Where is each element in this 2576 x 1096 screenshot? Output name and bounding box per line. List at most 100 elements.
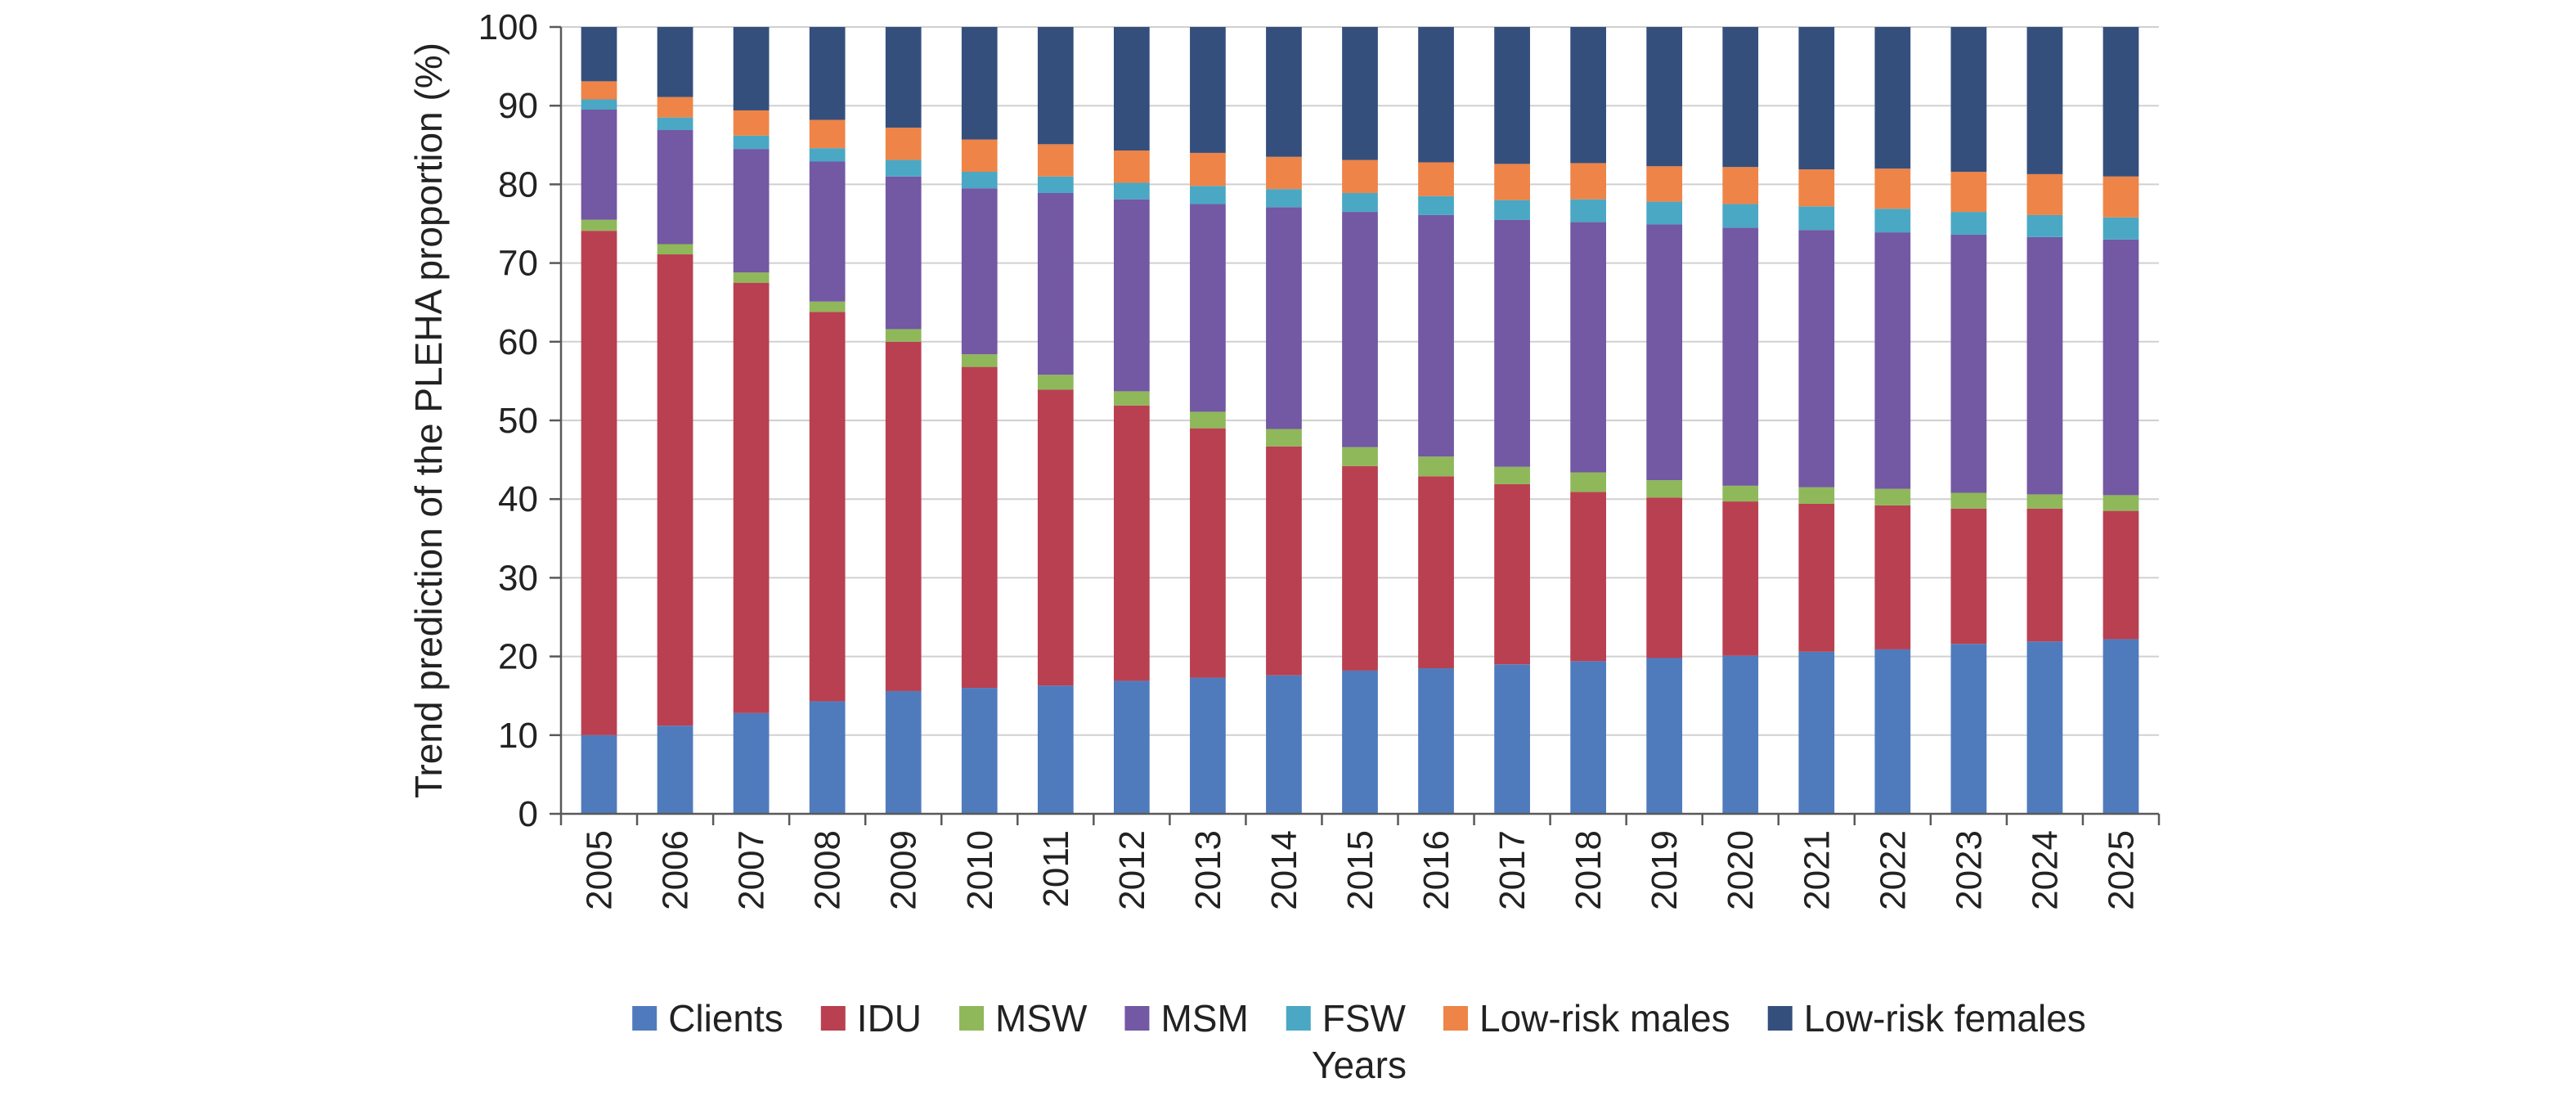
bar-low-risk-males-2018 [1570,163,1607,200]
bar-low-risk-males-2017 [1494,164,1530,200]
bar-low-risk-females-2023 [1950,27,1987,173]
bar-msm-2023 [1950,234,1987,493]
bar-low-risk-females-2018 [1570,27,1607,164]
bar-low-risk-males-2024 [2026,173,2063,215]
bar-clients-2019 [1646,658,1683,814]
bar-group-2023 [1950,27,1987,814]
bar-low-risk-females-2011 [1037,27,1074,145]
bar-msm-2018 [1570,222,1607,473]
bar-clients-2012 [1113,681,1150,814]
x-tick-label-2005: 2005 [580,830,620,910]
bar-msw-2009 [885,329,922,342]
bar-fsw-2016 [1418,195,1454,215]
bar-idu-2018 [1570,492,1607,662]
bar-clients-2007 [733,712,770,814]
bar-low-risk-males-2014 [1266,156,1302,190]
bar-idu-2010 [961,366,998,689]
bar-fsw-2013 [1190,186,1226,204]
bar-msm-2014 [1266,207,1302,429]
legend-label-idu: IDU [857,997,922,1040]
bar-fsw-2023 [1950,212,1987,235]
bar-group-2015 [1342,27,1378,814]
bar-group-2014 [1266,27,1302,814]
bar-fsw-2020 [1722,204,1759,228]
x-tick-label-2008: 2008 [808,830,848,910]
bar-msm-2010 [961,188,998,355]
bar-msm-2020 [1722,227,1759,486]
bar-msw-2022 [1874,488,1911,505]
bar-low-risk-females-2005 [581,27,617,82]
bar-idu-2012 [1113,405,1150,681]
bar-low-risk-females-2019 [1646,27,1683,167]
bar-low-risk-males-2021 [1798,169,1835,207]
bar-msm-2025 [2103,239,2139,496]
bar-msm-2021 [1798,230,1835,487]
bar-msw-2007 [733,272,770,283]
bar-clients-2025 [2103,639,2139,814]
bar-fsw-2009 [885,159,922,177]
bar-low-risk-males-2013 [1190,152,1226,186]
bar-msm-2008 [809,161,846,302]
bars [581,27,2139,814]
bar-low-risk-females-2014 [1266,27,1302,157]
bar-idu-2014 [1266,446,1302,676]
bar-clients-2009 [885,690,922,814]
bar-idu-2025 [2103,510,2139,640]
bar-fsw-2021 [1798,206,1835,231]
bar-group-2016 [1418,27,1454,814]
bar-group-2012 [1113,27,1150,814]
bar-msw-2011 [1037,375,1074,390]
bar-low-risk-males-2011 [1037,144,1074,177]
bar-clients-2005 [581,734,617,814]
bar-msw-2016 [1418,456,1454,477]
x-tick-label-2015: 2015 [1340,830,1380,910]
bar-low-risk-males-2006 [657,97,693,118]
bar-msm-2017 [1494,219,1530,467]
bar-group-2010 [961,27,998,814]
x-tick-label-2011: 2011 [1036,830,1076,908]
bar-msm-2024 [2026,236,2063,495]
bar-fsw-2006 [657,117,693,131]
bar-group-2008 [809,27,846,814]
bar-idu-2024 [2026,508,2063,642]
bar-msw-2014 [1266,429,1302,447]
bar-clients-2018 [1570,661,1607,814]
x-axis-title: Years [1312,1044,1407,1086]
bar-low-risk-males-2007 [733,110,770,136]
bar-fsw-2015 [1342,192,1378,213]
bar-low-risk-males-2012 [1113,150,1150,183]
bar-idu-2023 [1950,508,1987,645]
bar-fsw-2019 [1646,201,1683,225]
bar-idu-2013 [1190,428,1226,678]
bar-idu-2015 [1342,465,1378,671]
x-tick-label-2006: 2006 [656,830,696,910]
bar-low-risk-males-2008 [809,119,846,149]
bar-low-risk-males-2015 [1342,159,1378,193]
legend-swatch-fsw [1286,1006,1311,1031]
bar-low-risk-females-2007 [733,27,770,110]
bar-msw-2021 [1798,487,1835,504]
x-tick-label-2019: 2019 [1645,830,1685,910]
bar-low-risk-females-2010 [961,27,998,140]
x-tick-label-2017: 2017 [1492,830,1533,910]
bar-low-risk-males-2022 [1874,168,1911,209]
bar-group-2006 [657,27,693,814]
x-tick-label-2007: 2007 [732,830,772,910]
bar-clients-2022 [1874,649,1911,814]
x-tick-label-2013: 2013 [1188,830,1228,910]
bar-low-risk-females-2008 [809,27,846,120]
bar-clients-2021 [1798,651,1835,814]
legend-label-fsw: FSW [1322,997,1407,1040]
bar-group-2011 [1037,27,1074,814]
bar-idu-2020 [1722,501,1759,656]
x-tick-label-2021: 2021 [1797,830,1837,910]
axes [550,25,2161,825]
bar-msw-2008 [809,301,846,312]
bar-idu-2007 [733,282,770,713]
bar-clients-2011 [1037,685,1074,814]
y-tick-label-0: 0 [518,794,538,834]
x-tick-label-2012: 2012 [1112,830,1152,910]
bar-fsw-2022 [1874,209,1911,233]
x-tick-label-2009: 2009 [884,830,924,910]
